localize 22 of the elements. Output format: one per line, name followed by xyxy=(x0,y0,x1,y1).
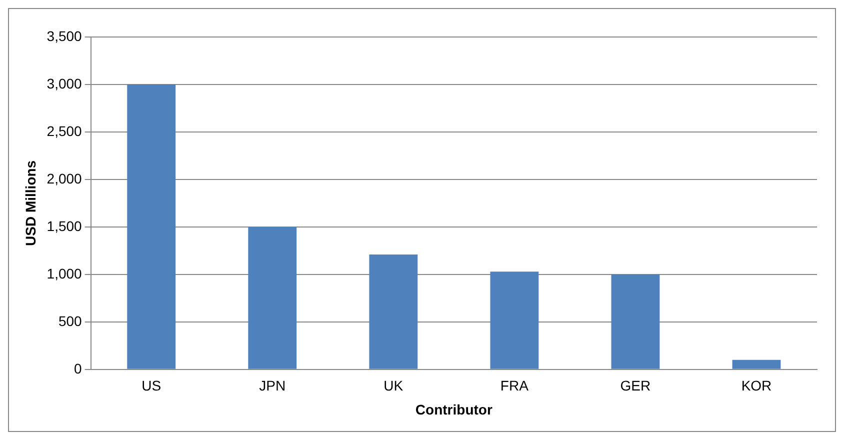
y-tick-label: 0 xyxy=(74,360,82,376)
y-tick-label: 500 xyxy=(58,312,82,329)
y-tick-label: 2,500 xyxy=(46,122,82,139)
y-tick-label: 3,000 xyxy=(46,75,82,92)
bar xyxy=(127,84,176,369)
y-tick-label: 1,000 xyxy=(46,265,82,282)
y-tick-label: 3,500 xyxy=(46,28,82,44)
x-tick-label: US xyxy=(142,378,162,394)
x-axis-title: Contributor xyxy=(415,401,493,418)
bar xyxy=(611,274,660,369)
x-tick-label: FRA xyxy=(500,378,530,394)
bar xyxy=(732,360,781,369)
bar xyxy=(248,226,297,369)
bar xyxy=(490,272,539,369)
x-tick-label: JPN xyxy=(259,378,286,394)
y-tick-label: 1,500 xyxy=(46,218,82,234)
x-tick-label: UK xyxy=(384,378,404,394)
y-axis-title: USD Millions xyxy=(22,160,38,246)
x-tick-label: GER xyxy=(620,378,651,394)
y-tick-label: 2,000 xyxy=(46,170,82,186)
x-tick-label: KOR xyxy=(741,378,772,394)
bar xyxy=(369,254,418,369)
